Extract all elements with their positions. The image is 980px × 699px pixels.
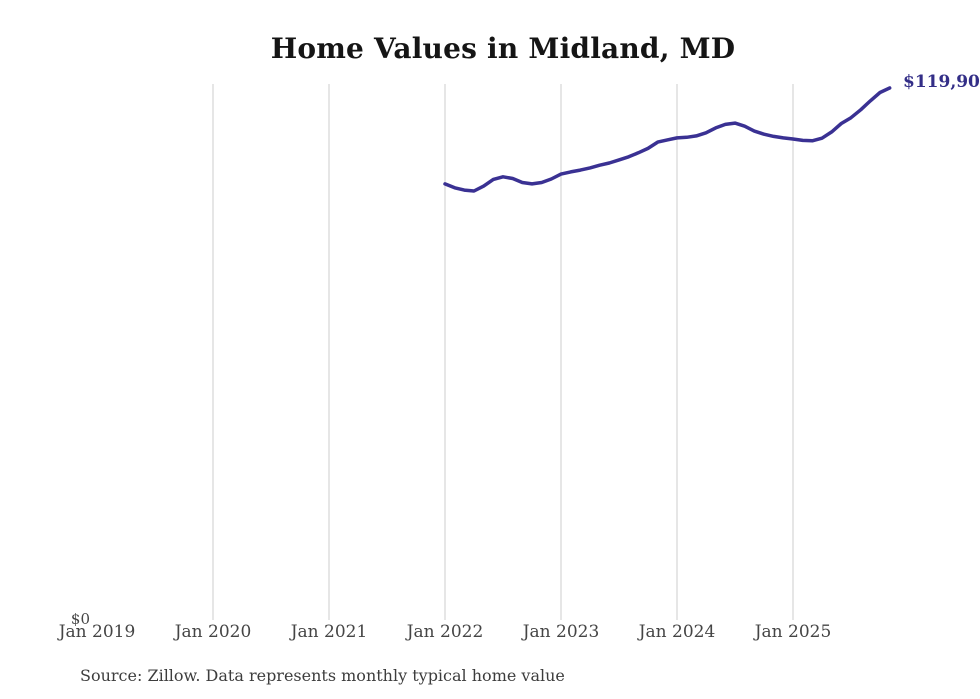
y-axis-zero-label: $0 xyxy=(70,610,90,628)
x-axis-tick-label: Jan 2022 xyxy=(406,622,484,642)
home-value-series-line xyxy=(443,86,892,193)
x-axis-tick-label: Jan 2023 xyxy=(522,622,600,642)
latest-value-label: $119,904 xyxy=(903,72,980,92)
x-axis-tick-label: Jan 2020 xyxy=(174,622,252,642)
x-axis-tick-label: Jan 2021 xyxy=(290,622,368,642)
x-axis-tick-label: Jan 2024 xyxy=(638,622,716,642)
chart-title: Home Values in Midland, MD xyxy=(270,32,736,65)
x-axis-tick-label: Jan 2025 xyxy=(754,622,832,642)
source-note: Source: Zillow. Data represents monthly … xyxy=(80,666,565,685)
x-axis-tick-label: Jan 2019 xyxy=(58,622,136,642)
